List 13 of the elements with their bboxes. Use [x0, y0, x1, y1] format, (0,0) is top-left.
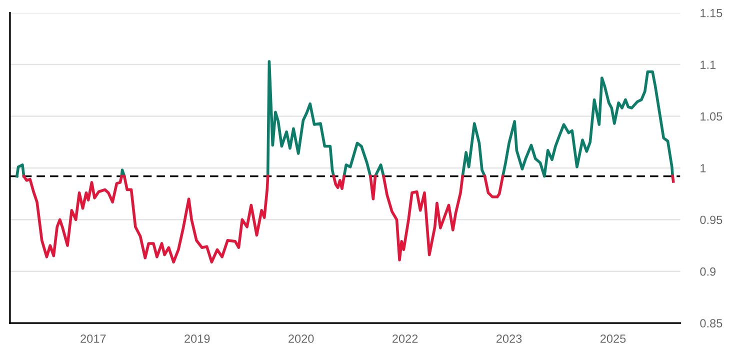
y-tick-label: 1	[700, 164, 706, 172]
y-tick-label: 1.15	[700, 9, 722, 18]
x-tick-label: 2020	[288, 334, 314, 343]
y-tick-label: 0.85	[700, 319, 722, 328]
x-tick-label: 2019	[184, 334, 210, 343]
y-tick-label: 0.9	[700, 267, 716, 276]
y-tick-label: 1.05	[700, 112, 722, 121]
y-tick-label: 0.95	[700, 216, 722, 224]
y-tick-label: 1.1	[700, 60, 716, 69]
x-tick-label: 2023	[496, 334, 522, 343]
x-tick-label: 2022	[392, 334, 418, 343]
x-tick-label: 2017	[80, 334, 106, 343]
x-tick-label: 2025	[600, 334, 626, 343]
